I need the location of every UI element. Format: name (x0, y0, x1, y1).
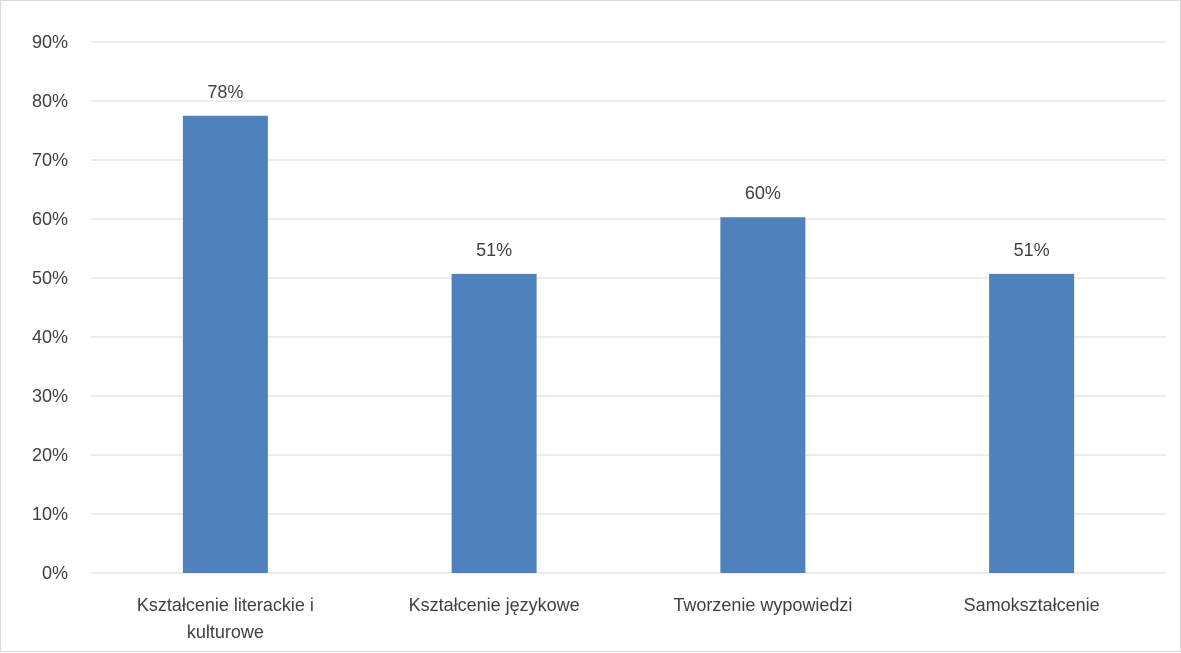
bars (182, 115, 1075, 574)
data-label: 51% (1014, 240, 1050, 260)
y-tick-label: 30% (32, 386, 68, 406)
x-axis-categories: Kształcenie literackie i kulturowe Kształc… (137, 595, 1100, 642)
data-label: 51% (476, 240, 512, 260)
data-label: 78% (207, 82, 243, 102)
y-tick-label: 50% (32, 268, 68, 288)
bar (182, 115, 268, 573)
category-label: Tworzenie wypowiedzi (673, 595, 852, 615)
bar (989, 273, 1075, 573)
category-label: Samokształcenie (964, 595, 1100, 615)
y-tick-label: 80% (32, 91, 68, 111)
bar (720, 217, 806, 574)
data-labels: 78% 51% 60% 51% (207, 82, 1049, 260)
y-tick-label: 70% (32, 150, 68, 170)
bar (451, 273, 537, 573)
y-tick-label: 10% (32, 504, 68, 524)
category-label: Kształcenie literackie i kulturowe (137, 595, 314, 642)
data-label: 60% (745, 183, 781, 203)
y-tick-label: 90% (32, 32, 68, 52)
y-tick-label: 40% (32, 327, 68, 347)
y-tick-label: 20% (32, 445, 68, 465)
category-label: Kształcenie językowe (409, 595, 580, 615)
y-axis-ticks: 0% 10% 20% 30% 40% 50% 60% 70% 80% 90% (32, 32, 68, 583)
y-tick-label: 60% (32, 209, 68, 229)
y-tick-label: 0% (42, 563, 68, 583)
gridlines (91, 41, 1166, 574)
